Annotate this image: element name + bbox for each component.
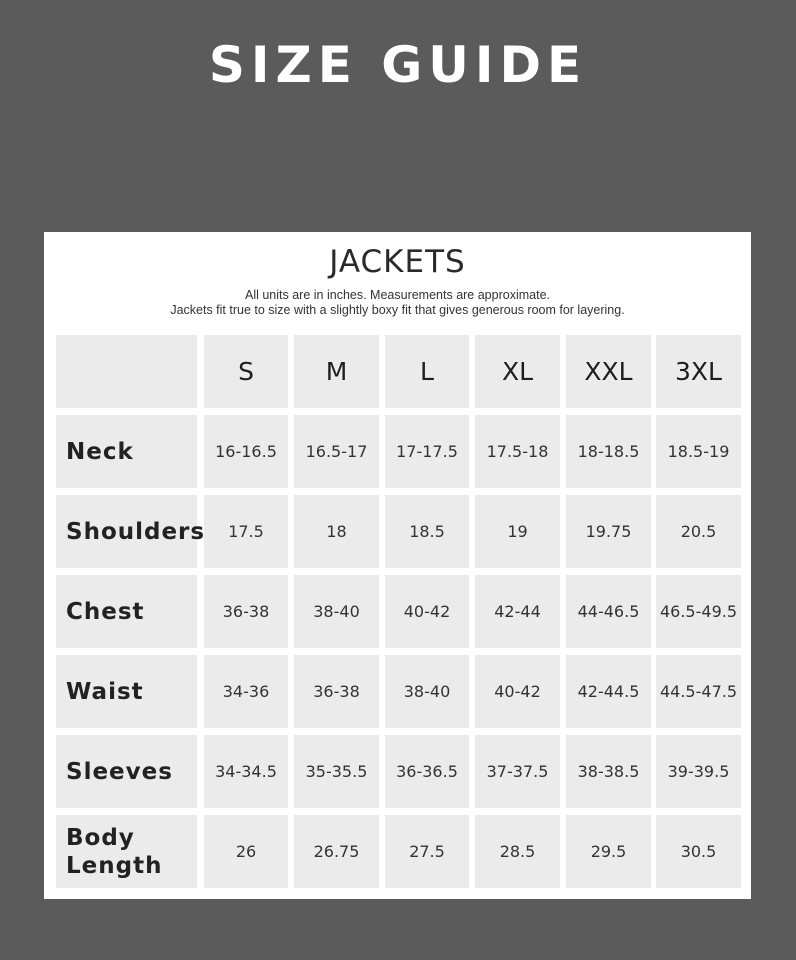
size-header-s: S — [204, 335, 288, 408]
measurement-cell: 40-42 — [385, 575, 469, 648]
size-header-m: M — [294, 335, 379, 408]
size-header-xl: XL — [475, 335, 560, 408]
size-chart-panel: JACKETS All units are in inches. Measure… — [44, 232, 751, 899]
measurement-cell: 38-40 — [294, 575, 379, 648]
measurement-cell: 42-44.5 — [566, 655, 651, 728]
measurement-cell: 17.5 — [204, 495, 288, 568]
row-label: Chest — [56, 575, 197, 648]
row-label: Body Length — [56, 815, 197, 888]
measurement-cell: 20.5 — [656, 495, 741, 568]
measurement-cell: 16-16.5 — [204, 415, 288, 488]
measurement-cell: 46.5-49.5 — [656, 575, 741, 648]
units-note: All units are in inches. Measurements ar… — [244, 288, 550, 302]
measurement-cell: 26.75 — [294, 815, 379, 888]
measurement-cell: 18.5 — [385, 495, 469, 568]
measurement-cell: 18 — [294, 495, 379, 568]
fit-note: Jackets fit true to size with a slightly… — [170, 303, 625, 317]
measurement-cell: 17.5-18 — [475, 415, 560, 488]
measurement-cell: 40-42 — [475, 655, 560, 728]
measurement-cell: 36-38 — [294, 655, 379, 728]
measurement-cell: 34-34.5 — [204, 735, 288, 808]
measurement-cell: 44.5-47.5 — [656, 655, 741, 728]
chart-heading: JACKETS — [329, 244, 466, 280]
measurement-cell: 19 — [475, 495, 560, 568]
size-header-xxl: XXL — [566, 335, 651, 408]
size-header-3xl: 3XL — [656, 335, 741, 408]
page-title: SIZE GUIDE — [208, 36, 588, 94]
measurement-cell: 30.5 — [656, 815, 741, 888]
size-header-l: L — [385, 335, 469, 408]
measurement-cell: 18.5-19 — [656, 415, 741, 488]
measurement-cell: 37-37.5 — [475, 735, 560, 808]
measurement-cell: 36-36.5 — [385, 735, 469, 808]
measurement-cell: 16.5-17 — [294, 415, 379, 488]
measurement-cell: 42-44 — [475, 575, 560, 648]
measurement-cell: 39-39.5 — [656, 735, 741, 808]
measurement-cell: 34-36 — [204, 655, 288, 728]
measurement-cell: 44-46.5 — [566, 575, 651, 648]
measurement-cell: 18-18.5 — [566, 415, 651, 488]
row-label: Sleeves — [56, 735, 197, 808]
row-label: Shoulders — [56, 495, 204, 568]
measurement-cell: 27.5 — [385, 815, 469, 888]
measurement-cell: 36-38 — [204, 575, 288, 648]
measurement-cell: 28.5 — [475, 815, 560, 888]
row-label: Waist — [56, 655, 197, 728]
measurement-cell: 38-40 — [385, 655, 469, 728]
measurement-cell: 38-38.5 — [566, 735, 651, 808]
measurement-cell: 35-35.5 — [294, 735, 379, 808]
measurement-cell: 26 — [204, 815, 288, 888]
measurement-cell: 29.5 — [566, 815, 651, 888]
header-corner-cell — [56, 335, 197, 408]
measurement-cell: 19.75 — [566, 495, 651, 568]
row-label: Neck — [56, 415, 197, 488]
measurement-cell: 17-17.5 — [385, 415, 469, 488]
